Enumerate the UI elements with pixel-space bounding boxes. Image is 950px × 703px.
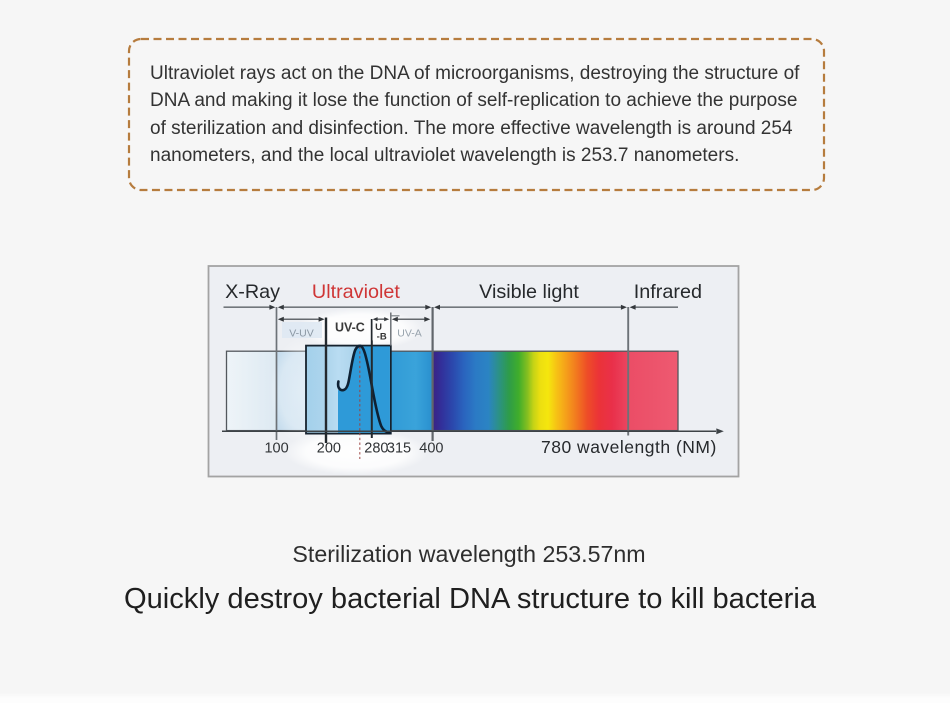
svg-text:780 wavelength (NM): 780 wavelength (NM) — [541, 437, 717, 457]
svg-text:200: 200 — [317, 440, 341, 456]
svg-text:V-UV: V-UV — [289, 328, 314, 340]
svg-text:U: U — [375, 322, 382, 333]
svg-text:280: 280 — [364, 440, 388, 456]
svg-text:315: 315 — [387, 440, 411, 456]
svg-text:-B: -B — [377, 332, 387, 343]
svg-text:UV-A: UV-A — [397, 328, 422, 340]
svg-text:Infrared: Infrared — [634, 281, 702, 303]
svg-text:X-Ray: X-Ray — [225, 281, 280, 303]
svg-text:400: 400 — [419, 440, 443, 456]
svg-text:Ultraviolet: Ultraviolet — [312, 281, 400, 303]
svg-text:100: 100 — [264, 440, 288, 456]
svg-text:UV-C: UV-C — [335, 321, 365, 335]
svg-text:Visible light: Visible light — [479, 281, 579, 303]
